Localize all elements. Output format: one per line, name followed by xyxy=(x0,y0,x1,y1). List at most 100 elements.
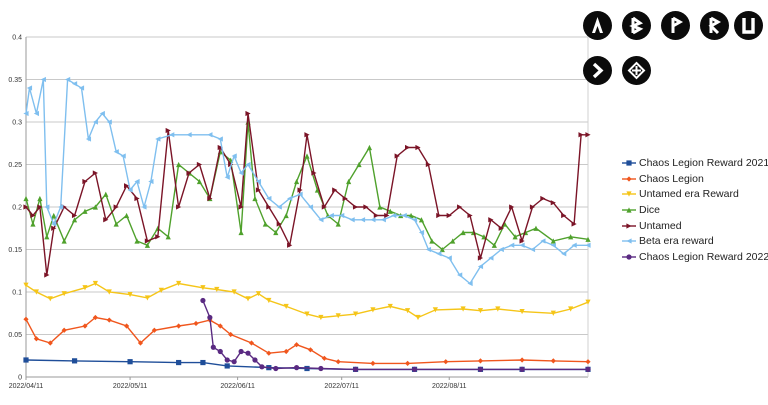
data-point xyxy=(148,178,154,185)
data-point xyxy=(411,366,418,372)
y-tick-label: 0.25 xyxy=(8,162,22,169)
data-point xyxy=(23,282,29,288)
series-untamed xyxy=(23,110,591,278)
data-point xyxy=(217,144,223,151)
data-point xyxy=(71,81,78,87)
data-point xyxy=(224,363,230,369)
data-point xyxy=(477,308,484,314)
data-point xyxy=(460,229,466,236)
data-point xyxy=(217,323,223,329)
data-point xyxy=(391,212,397,219)
rune-p-icon xyxy=(671,16,684,33)
legend-label: Beta era reward xyxy=(639,235,714,248)
legend-swatch xyxy=(622,252,636,262)
x-tick-labels: 2022/04/11 2022/05/11 2022/06/11 2022/07/11… xyxy=(9,383,467,390)
data-point xyxy=(477,255,484,261)
data-point xyxy=(259,364,265,370)
data-point xyxy=(561,212,567,219)
series-beta-era-reward xyxy=(23,76,591,287)
data-point xyxy=(387,208,393,214)
series-line xyxy=(25,282,589,319)
data-point xyxy=(266,297,272,304)
data-point xyxy=(446,255,452,261)
data-point xyxy=(144,238,151,244)
data-point xyxy=(550,238,556,244)
data-point xyxy=(228,331,234,338)
data-point xyxy=(151,327,157,333)
data-point xyxy=(498,225,504,231)
data-point xyxy=(207,132,213,138)
data-point xyxy=(196,178,203,185)
data-point xyxy=(65,76,71,83)
data-point xyxy=(44,234,50,240)
x-tick-label: 2022/05/11 xyxy=(113,383,148,390)
data-point xyxy=(585,132,591,138)
series-line xyxy=(25,121,589,251)
data-point xyxy=(429,238,435,244)
data-point xyxy=(210,344,216,350)
data-point xyxy=(318,365,324,372)
data-point xyxy=(307,347,314,353)
data-point xyxy=(85,136,92,142)
rune-diamond-icon xyxy=(627,61,646,80)
legend: Chaos Legion Reward 2021 Chaos Legion Un… xyxy=(622,155,768,265)
data-point xyxy=(33,110,40,117)
data-point xyxy=(626,160,632,166)
legend-item: Untamed era Reward xyxy=(622,186,768,202)
series-untamed-era-reward xyxy=(23,280,591,321)
data-point xyxy=(155,234,161,240)
logo-badge xyxy=(700,11,729,40)
data-point xyxy=(23,316,29,322)
data-point xyxy=(370,217,376,223)
data-point xyxy=(314,187,321,193)
data-point xyxy=(457,204,463,210)
data-point xyxy=(457,272,463,278)
legend-item: Untamed xyxy=(622,218,768,234)
rune-arrow-icon xyxy=(592,62,604,79)
data-point xyxy=(519,366,525,372)
data-point xyxy=(384,212,390,219)
data-point xyxy=(318,314,324,321)
data-point xyxy=(540,195,546,202)
data-point xyxy=(82,323,88,329)
data-point xyxy=(165,234,171,240)
data-point xyxy=(176,323,182,329)
data-point xyxy=(297,187,303,193)
data-point xyxy=(446,212,452,219)
data-point xyxy=(23,357,29,363)
data-point xyxy=(287,242,293,248)
data-point xyxy=(92,170,98,176)
data-point xyxy=(33,336,40,342)
data-point xyxy=(491,242,497,248)
data-point xyxy=(425,246,432,253)
data-point xyxy=(370,307,376,313)
data-point xyxy=(352,204,359,210)
data-point xyxy=(158,287,164,293)
data-point xyxy=(127,359,133,365)
data-point xyxy=(432,307,438,313)
data-point xyxy=(332,187,338,193)
data-point xyxy=(61,327,67,333)
legend-label: Chaos Legion Reward 2021 xyxy=(639,156,768,169)
data-point xyxy=(127,291,133,298)
data-point xyxy=(568,306,574,312)
data-point xyxy=(137,340,144,346)
data-point xyxy=(30,221,36,227)
data-point xyxy=(626,222,632,229)
data-point xyxy=(231,359,237,365)
x-tick-label: 2022/06/11 xyxy=(220,383,255,390)
data-point xyxy=(550,242,556,248)
y-tick-label: 0.4 xyxy=(12,35,22,42)
data-point xyxy=(626,254,632,260)
data-point xyxy=(113,204,119,210)
data-point xyxy=(509,242,515,248)
data-point xyxy=(387,303,393,310)
data-point xyxy=(245,110,251,117)
legend-item: Chaos Legion Reward 2022 xyxy=(622,249,768,265)
data-point xyxy=(529,204,536,210)
data-point xyxy=(356,161,362,168)
series-lines xyxy=(23,76,591,372)
data-point xyxy=(193,320,199,327)
data-point xyxy=(255,178,262,185)
legend-label: Chaos Legion Reward 2022 xyxy=(639,250,768,263)
